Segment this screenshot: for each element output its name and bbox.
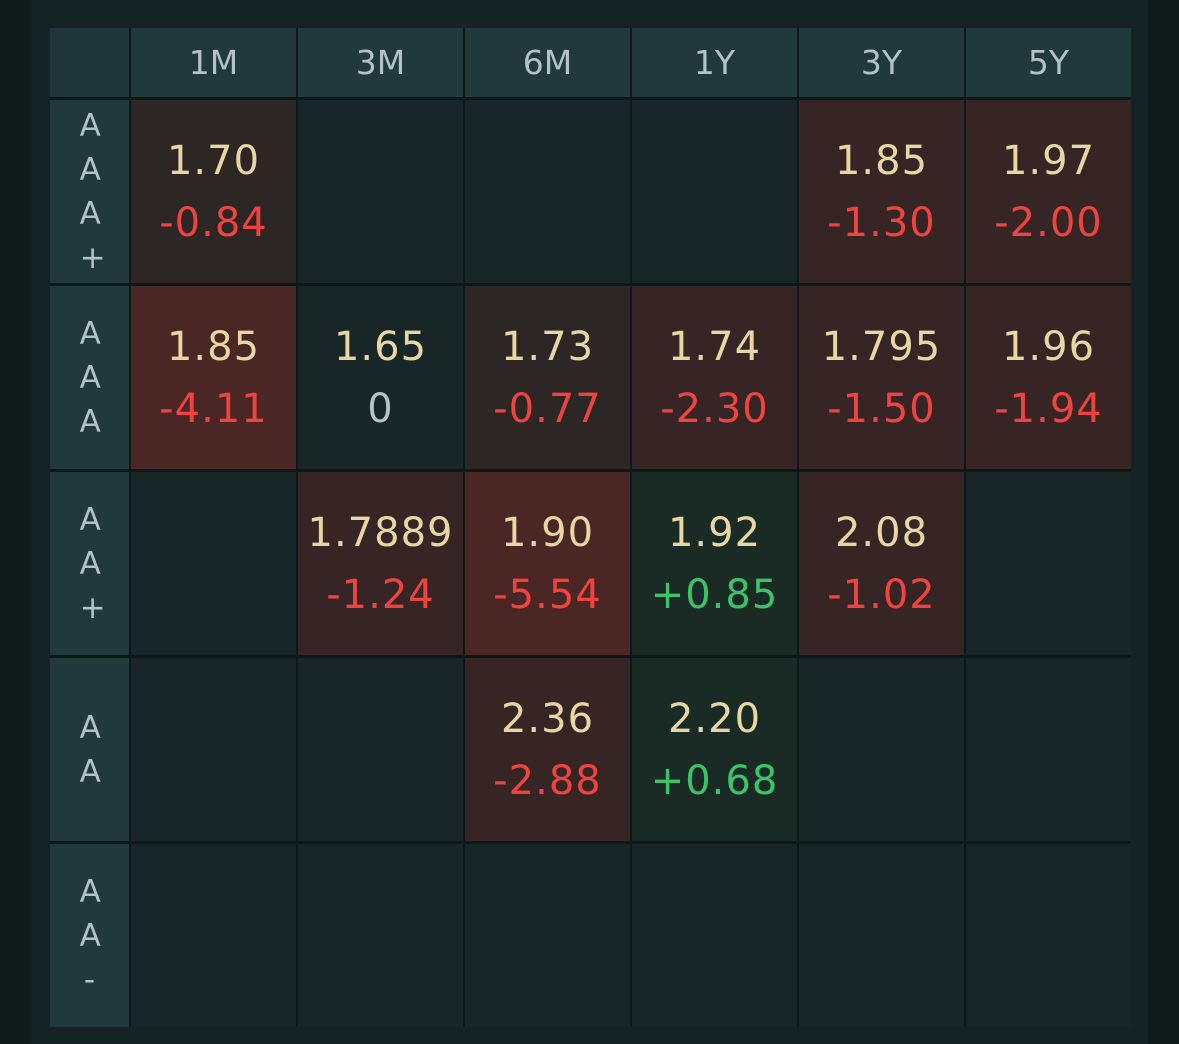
- quote-cell[interactable]: 1.7889 -1.24: [298, 472, 463, 655]
- quote-change: -1.50: [827, 385, 936, 432]
- quote-yield: 1.73: [500, 323, 595, 370]
- row-header-label: AA: [79, 709, 101, 790]
- quote-yield: 1.96: [1001, 323, 1096, 370]
- quote-change: -2.88: [493, 757, 602, 804]
- quote-cell[interactable]: 1.73 -0.77: [465, 286, 630, 469]
- empty-cell: [465, 100, 630, 283]
- quote-cell[interactable]: 1.92 +0.85: [632, 472, 797, 655]
- empty-cell: [966, 658, 1131, 841]
- empty-cell: [131, 472, 296, 655]
- quote-change: +0.85: [650, 571, 779, 618]
- quote-cell[interactable]: 1.90 -5.54: [465, 472, 630, 655]
- empty-cell: [298, 658, 463, 841]
- quote-cell[interactable]: 1.65 0: [298, 286, 463, 469]
- quote-yield: 1.70: [166, 137, 261, 184]
- empty-cell: [632, 100, 797, 283]
- quote-yield: 1.795: [821, 323, 942, 370]
- empty-cell: [966, 844, 1131, 1027]
- empty-cell: [298, 100, 463, 283]
- quote-change: +0.68: [650, 757, 779, 804]
- quote-change: -0.77: [493, 385, 602, 432]
- quote-cell[interactable]: 1.70 -0.84: [131, 100, 296, 283]
- empty-cell: [298, 844, 463, 1027]
- empty-cell: [632, 844, 797, 1027]
- column-header-6m[interactable]: 6M: [465, 28, 630, 97]
- quote-change: -2.00: [994, 199, 1103, 246]
- empty-cell: [799, 658, 964, 841]
- quote-yield: 2.20: [667, 695, 762, 742]
- quote-yield: 1.92: [667, 509, 762, 556]
- empty-cell: [465, 844, 630, 1027]
- row-header-label: AAA+: [79, 107, 106, 276]
- quote-change: -2.30: [660, 385, 769, 432]
- quote-yield: 1.85: [166, 323, 261, 370]
- column-header-1y[interactable]: 1Y: [632, 28, 797, 97]
- empty-cell: [131, 844, 296, 1027]
- column-header-5y[interactable]: 5Y: [966, 28, 1131, 97]
- row-header-0[interactable]: AAA+: [50, 100, 129, 283]
- quote-cell[interactable]: 2.36 -2.88: [465, 658, 630, 841]
- quote-cell[interactable]: 1.96 -1.94: [966, 286, 1131, 469]
- quote-yield: 1.65: [333, 323, 428, 370]
- column-header-3m[interactable]: 3M: [298, 28, 463, 97]
- quote-cell[interactable]: 1.85 -4.11: [131, 286, 296, 469]
- row-header-1[interactable]: AAA: [50, 286, 129, 469]
- quote-cell[interactable]: 1.97 -2.00: [966, 100, 1131, 283]
- empty-cell: [131, 658, 296, 841]
- row-header-label: AA-: [79, 873, 101, 998]
- quote-change: -1.24: [326, 571, 435, 618]
- column-header-3y[interactable]: 3Y: [799, 28, 964, 97]
- quote-yield: 1.97: [1001, 137, 1096, 184]
- quote-yield: 1.90: [500, 509, 595, 556]
- quote-change: -1.02: [827, 571, 936, 618]
- quote-change: 0: [367, 385, 394, 432]
- quote-change: -4.11: [159, 385, 268, 432]
- rating-tenor-matrix: 1M 3M 6M 1Y 3Y 5Y AAA+ 1.70 -0.84 1.85 -1.30…: [50, 28, 1131, 1027]
- row-header-3[interactable]: AA: [50, 658, 129, 841]
- row-header-label: AA+: [79, 501, 106, 626]
- quote-cell[interactable]: 1.74 -2.30: [632, 286, 797, 469]
- quote-change: -1.94: [994, 385, 1103, 432]
- empty-cell: [966, 472, 1131, 655]
- quote-yield: 2.36: [500, 695, 595, 742]
- quote-cell[interactable]: 1.85 -1.30: [799, 100, 964, 283]
- corner-header: [50, 28, 129, 97]
- empty-cell: [799, 844, 964, 1027]
- quote-yield: 1.7889: [307, 509, 454, 556]
- row-header-4[interactable]: AA-: [50, 844, 129, 1027]
- quote-yield: 1.74: [667, 323, 762, 370]
- quote-cell[interactable]: 1.795 -1.50: [799, 286, 964, 469]
- quote-yield: 2.08: [834, 509, 929, 556]
- quote-change: -1.30: [827, 199, 936, 246]
- row-header-2[interactable]: AA+: [50, 472, 129, 655]
- quote-change: -5.54: [493, 571, 602, 618]
- column-header-1m[interactable]: 1M: [131, 28, 296, 97]
- quote-cell[interactable]: 2.08 -1.02: [799, 472, 964, 655]
- quote-cell[interactable]: 2.20 +0.68: [632, 658, 797, 841]
- quote-change: -0.84: [159, 199, 268, 246]
- row-header-label: AAA: [79, 315, 101, 440]
- quote-yield: 1.85: [834, 137, 929, 184]
